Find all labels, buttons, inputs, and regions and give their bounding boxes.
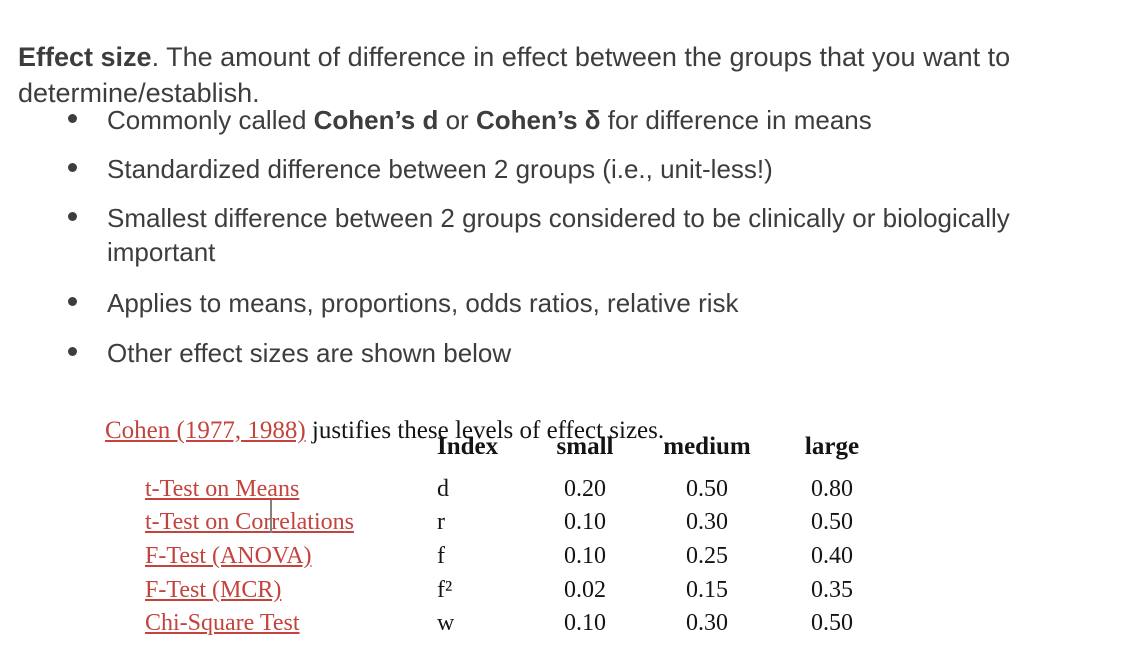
- bullet-item: Smallest difference between 2 groups con…: [66, 201, 1130, 269]
- cell-large: 0.80: [811, 476, 853, 502]
- cell-index: w: [437, 610, 455, 636]
- bullet-item: Commonly called Cohen’s d or Cohen’s δ f…: [66, 103, 1130, 137]
- cohen-reference-link[interactable]: Cohen (1977, 1988): [105, 417, 306, 444]
- bullet-text: Other effect sizes are shown below: [107, 338, 512, 368]
- cell-small: 0.10: [564, 509, 606, 535]
- bullet-text: Smallest difference between 2 groups con…: [107, 203, 1010, 267]
- bullet-item: Other effect sizes are shown below: [66, 336, 1130, 370]
- cell-small: 0.02: [564, 577, 606, 603]
- cell-large: 0.50: [811, 509, 853, 535]
- text-cursor-caret: [270, 500, 272, 533]
- table-row: F-Test (MCR) f² 0.02 0.15 0.35: [145, 577, 925, 611]
- bullet-text: Standardized difference between 2 groups…: [107, 154, 773, 184]
- table-header-row: Index small medium large: [145, 433, 925, 467]
- intro-rest: . The amount of difference in effect bet…: [18, 42, 1011, 108]
- cell-small: 0.20: [564, 476, 606, 502]
- test-link[interactable]: F-Test (ANOVA): [145, 543, 312, 569]
- test-link[interactable]: Chi-Square Test: [145, 610, 300, 636]
- test-link[interactable]: t-Test on Means: [145, 476, 300, 502]
- cell-index: r: [437, 509, 445, 535]
- table-row: F-Test (ANOVA) f 0.10 0.25 0.40: [145, 543, 925, 577]
- cohen-note-rest: justifies these levels of effect sizes.: [305, 417, 665, 444]
- test-link[interactable]: t-Test on Correlations: [145, 509, 354, 535]
- cell-small: 0.10: [564, 610, 606, 636]
- bullet-marker: [68, 347, 77, 356]
- cell-large: 0.50: [811, 610, 853, 636]
- cell-medium: 0.30: [686, 509, 728, 535]
- bullet-marker: [68, 163, 77, 172]
- cell-index: d: [437, 476, 449, 502]
- cell-small: 0.10: [564, 543, 606, 569]
- cell-large: 0.35: [811, 577, 853, 603]
- cell-medium: 0.15: [686, 577, 728, 603]
- cell-medium: 0.50: [686, 476, 728, 502]
- cohen-note: Cohen (1977, 1988) justifies these level…: [105, 417, 664, 445]
- bullet-item: Applies to means, proportions, odds rati…: [66, 286, 1130, 320]
- bullet-marker: [68, 297, 77, 306]
- header-large: large: [804, 433, 860, 460]
- cell-large: 0.40: [811, 543, 853, 569]
- header-index: Index: [437, 433, 499, 460]
- bullet-text: Applies to means, proportions, odds rati…: [107, 288, 739, 318]
- bullet-marker: [68, 212, 77, 221]
- intro-paragraph: Effect size. The amount of difference in…: [18, 39, 1130, 111]
- table-row: t-Test on Means d 0.20 0.50 0.80: [145, 476, 925, 510]
- cell-index: f²: [437, 577, 453, 603]
- bullet-text: Commonly called Cohen’s d or Cohen’s δ f…: [107, 105, 872, 135]
- intro-bold-lead: Effect size: [18, 42, 152, 72]
- test-link[interactable]: F-Test (MCR): [145, 577, 282, 603]
- header-small: small: [556, 433, 614, 460]
- table-row: t-Test on Correlations r 0.10 0.30 0.50: [145, 509, 925, 543]
- cell-medium: 0.25: [686, 543, 728, 569]
- effect-size-table: Index small medium large t-Test on Means…: [145, 433, 925, 648]
- table-row: Chi-Square Test w 0.10 0.30 0.50: [145, 610, 925, 644]
- cell-medium: 0.30: [686, 610, 728, 636]
- bullet-marker: [68, 114, 77, 123]
- cell-index: f: [437, 543, 445, 569]
- bullet-item: Standardized difference between 2 groups…: [66, 152, 1130, 186]
- header-medium: medium: [663, 433, 751, 460]
